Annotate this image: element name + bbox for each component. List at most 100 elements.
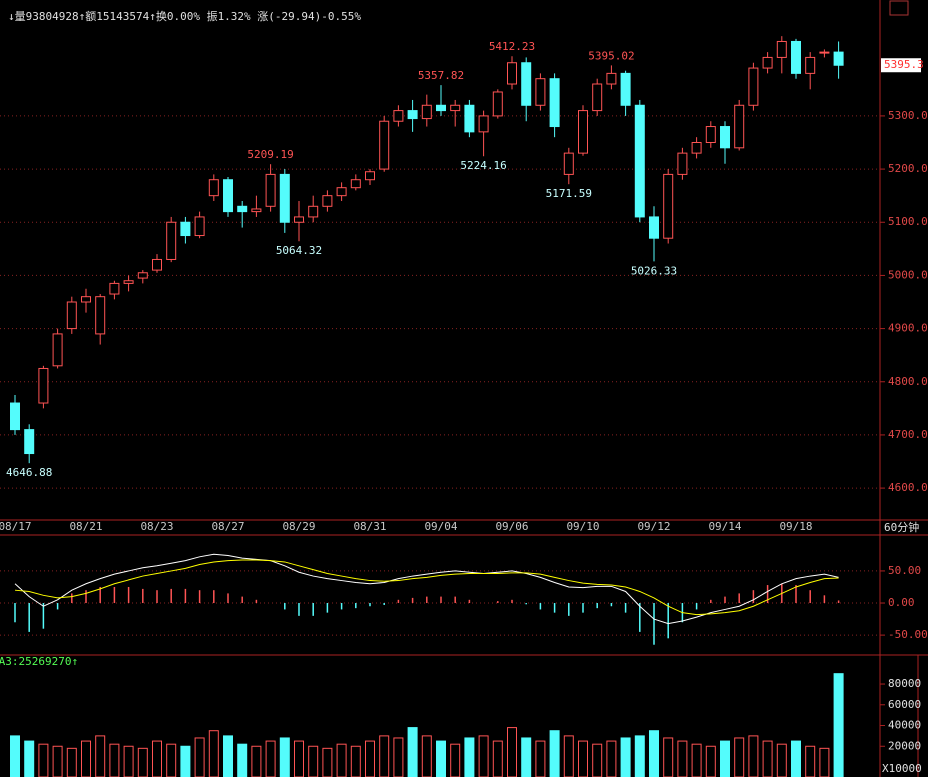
candle-body bbox=[535, 78, 546, 106]
candle-body bbox=[336, 187, 347, 197]
volume-bar bbox=[492, 740, 503, 777]
candle-body bbox=[180, 221, 191, 237]
candle-body bbox=[521, 62, 532, 106]
volume-bar bbox=[464, 737, 475, 777]
volume-bar bbox=[649, 730, 659, 777]
volume-bar bbox=[336, 743, 347, 777]
volume-bar bbox=[762, 740, 773, 777]
x-tick-label: 08/31 bbox=[353, 520, 386, 533]
candle-body bbox=[109, 282, 120, 295]
volume-bar bbox=[166, 743, 177, 777]
volume-unit: X10000 bbox=[882, 762, 922, 775]
y-tick-label: 20000 bbox=[888, 739, 921, 752]
volume-bar bbox=[24, 740, 35, 777]
volume-bar bbox=[308, 745, 319, 777]
candle-body bbox=[705, 126, 716, 143]
volume-bar bbox=[791, 740, 801, 777]
x-tick-label: 09/10 bbox=[566, 520, 599, 533]
candle-body bbox=[166, 221, 177, 260]
candle-body bbox=[251, 208, 262, 213]
candle-body bbox=[762, 56, 773, 69]
volume-title: MA3:25269270↑ bbox=[0, 655, 78, 668]
candle-body bbox=[563, 152, 574, 175]
volume-bar bbox=[819, 747, 830, 777]
low-annotation: 5064.32 bbox=[276, 244, 322, 257]
candle-body bbox=[791, 40, 801, 74]
current-price: 5395.3 bbox=[884, 58, 924, 71]
volume-bar bbox=[237, 743, 248, 777]
volume-bar bbox=[563, 735, 574, 777]
candle-body bbox=[38, 367, 49, 404]
volume-bar bbox=[365, 740, 375, 777]
x-tick-label: 09/06 bbox=[495, 520, 528, 533]
low-annotation: 5171.59 bbox=[546, 187, 592, 200]
volume-bar bbox=[38, 743, 49, 777]
y-tick-label: 4800.0 bbox=[888, 375, 928, 388]
x-tick-label: 09/12 bbox=[637, 520, 670, 533]
y-tick-label: 0.00 bbox=[888, 596, 915, 609]
candle-body bbox=[294, 216, 304, 223]
volume-bar bbox=[691, 743, 702, 777]
y-tick-label: 80000 bbox=[888, 677, 921, 690]
y-tick-label: 4900.0 bbox=[888, 322, 928, 335]
candle-body bbox=[691, 141, 702, 154]
candle-body bbox=[95, 296, 106, 335]
candle-body bbox=[436, 104, 446, 112]
volume-bar bbox=[734, 737, 745, 777]
volume-bar bbox=[663, 737, 674, 777]
candle-body bbox=[620, 72, 631, 106]
macd-dea-line bbox=[14, 559, 839, 616]
volume-bar bbox=[152, 740, 162, 777]
volume-bar bbox=[833, 673, 844, 777]
candle-body bbox=[152, 258, 162, 271]
volume-bar bbox=[123, 745, 134, 777]
volume-bar bbox=[634, 735, 645, 777]
header-stats: ↓量93804928↑额15143574↑换0.00% 振1.32% 涨(-29… bbox=[8, 9, 361, 23]
candle-body bbox=[677, 152, 688, 175]
x-tick-label: 09/18 bbox=[779, 520, 812, 533]
y-tick-label: 60000 bbox=[888, 698, 921, 711]
volume-bar bbox=[208, 730, 219, 777]
candle-body bbox=[52, 333, 63, 367]
volume-bar bbox=[606, 740, 617, 777]
candle-body bbox=[350, 179, 361, 189]
volume-bar bbox=[592, 743, 603, 777]
y-tick-label: -50.00 bbox=[888, 628, 928, 641]
candle-body bbox=[549, 78, 560, 128]
candle-body bbox=[592, 83, 603, 112]
low-annotation: 5026.33 bbox=[631, 264, 677, 277]
volume-bar bbox=[407, 727, 418, 777]
volume-bar bbox=[549, 730, 560, 777]
volume-bar bbox=[180, 745, 191, 777]
candle-body bbox=[833, 51, 844, 66]
candle-body bbox=[208, 179, 219, 197]
price-tag-box bbox=[881, 58, 921, 73]
candle-body bbox=[393, 110, 404, 122]
y-tick-label: 4600.0 bbox=[888, 481, 928, 494]
candle-body bbox=[407, 110, 418, 120]
candle-body bbox=[123, 280, 134, 284]
volume-bar bbox=[478, 735, 489, 777]
candle-body bbox=[279, 173, 290, 223]
x-tick-label: 08/29 bbox=[282, 520, 315, 533]
volume-bar bbox=[705, 745, 716, 777]
low-annotation: 5224.16 bbox=[460, 159, 506, 172]
candle-body bbox=[194, 216, 205, 237]
volume-bar bbox=[379, 735, 390, 777]
candle-body bbox=[66, 301, 77, 330]
x-tick-label: 08/27 bbox=[211, 520, 244, 533]
x-tick-label: 09/04 bbox=[424, 520, 457, 533]
candle-body bbox=[819, 51, 830, 54]
panel-button[interactable] bbox=[889, 0, 909, 16]
volume-bar bbox=[393, 737, 404, 777]
candle-body bbox=[776, 40, 787, 58]
candle-body bbox=[720, 126, 730, 149]
high-annotation: 5209.19 bbox=[247, 148, 293, 161]
x-tick-label: 09/14 bbox=[708, 520, 741, 533]
volume-bar bbox=[350, 745, 361, 777]
volume-bar bbox=[578, 740, 588, 777]
candle-body bbox=[421, 104, 432, 120]
y-tick-label: 5100.0 bbox=[888, 215, 928, 228]
